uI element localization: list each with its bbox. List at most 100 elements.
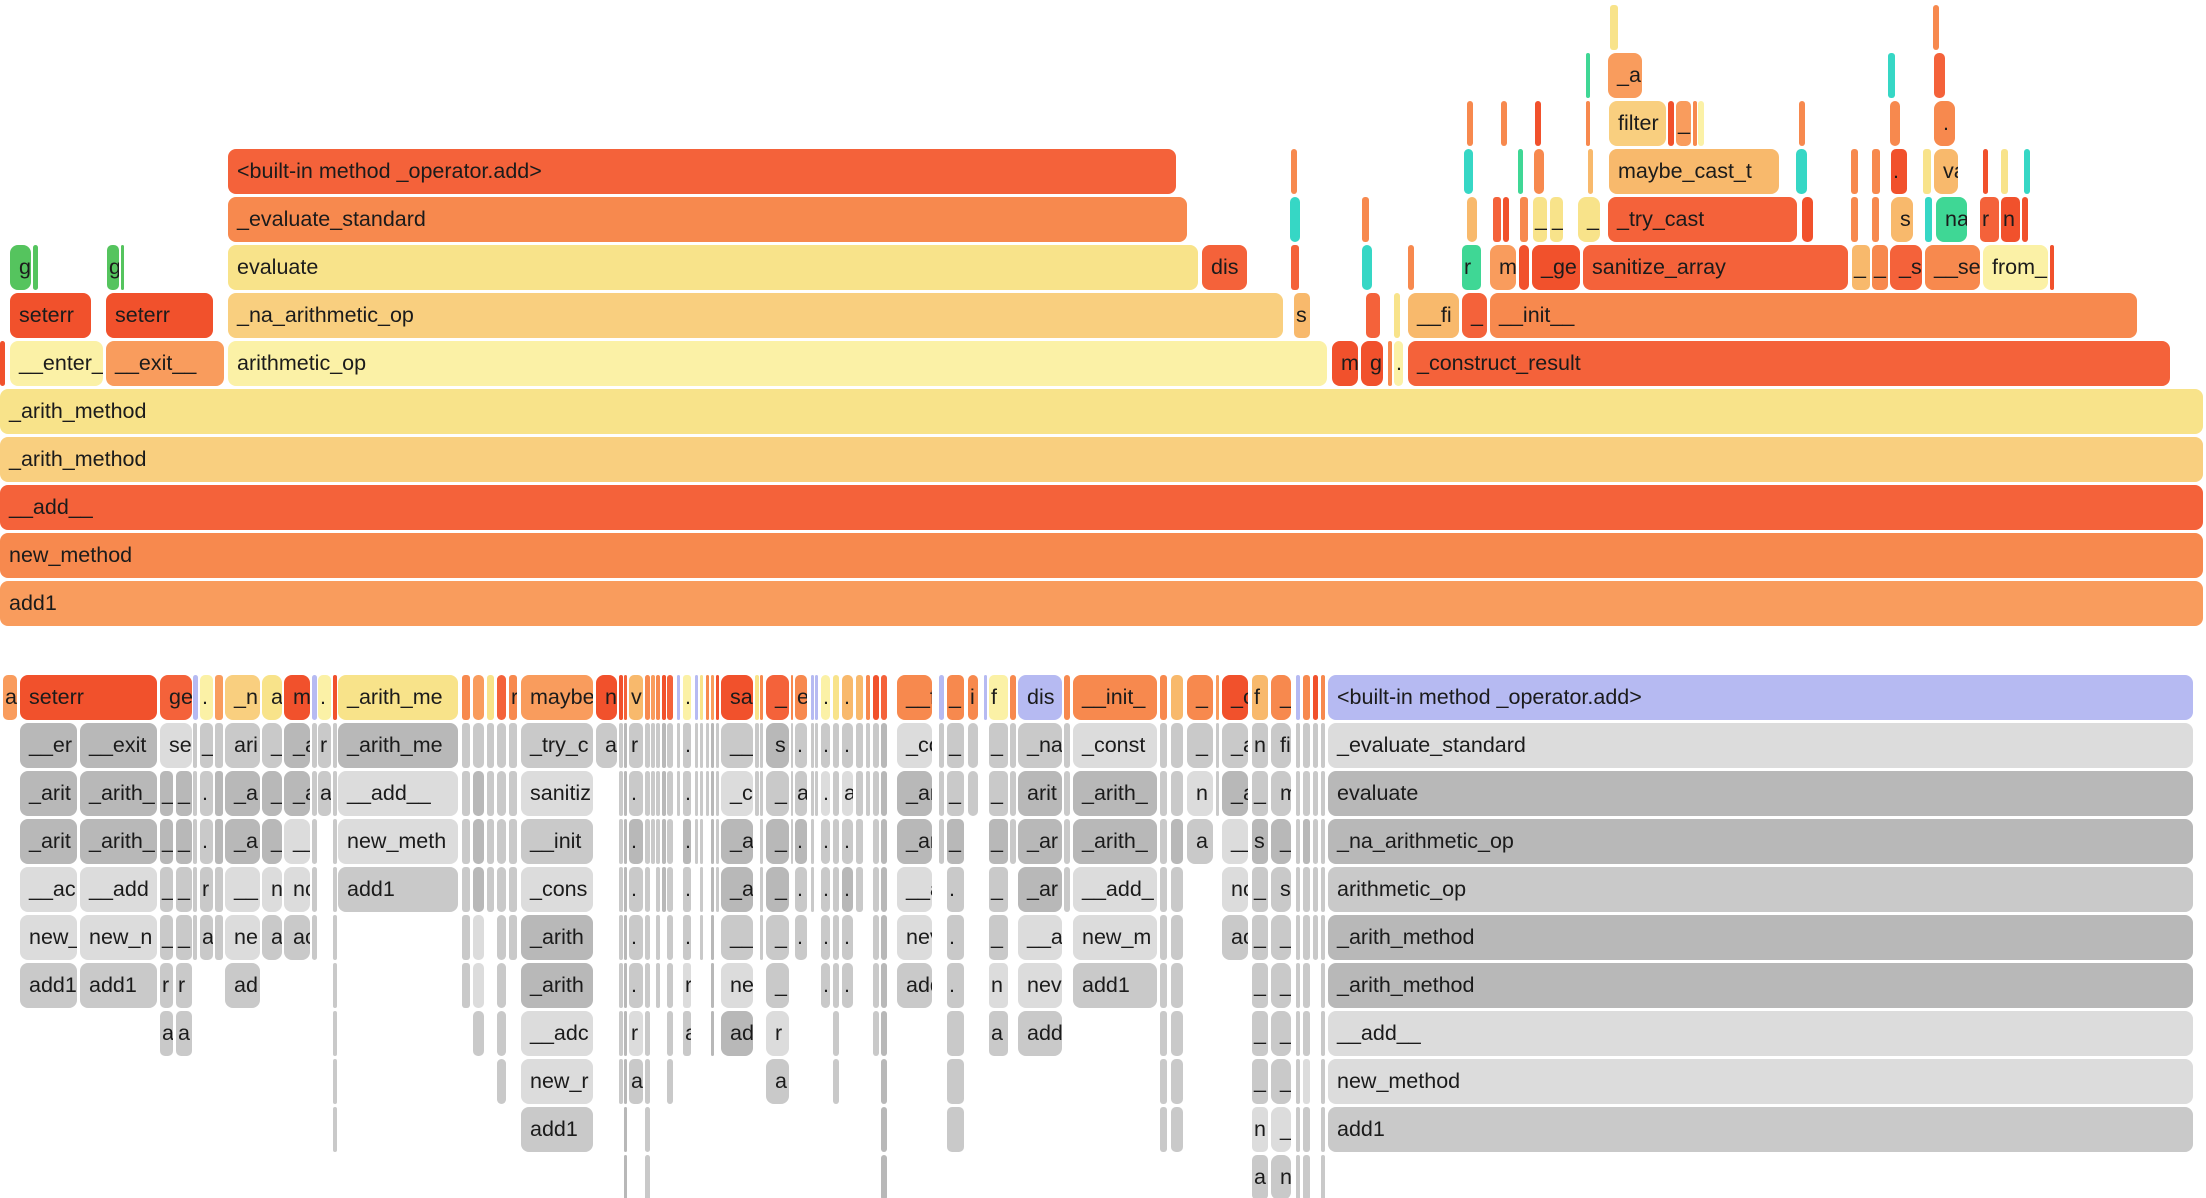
caller-frame-block[interactable] bbox=[624, 1059, 627, 1104]
caller-frame-block[interactable]: se bbox=[160, 723, 192, 768]
caller-frame-block[interactable]: a bbox=[596, 723, 617, 768]
leaf-frame-block[interactable] bbox=[619, 675, 623, 720]
caller-frame-block[interactable] bbox=[645, 1011, 650, 1056]
caller-frame-block[interactable]: . bbox=[795, 915, 807, 960]
caller-frame-block[interactable] bbox=[1303, 867, 1310, 912]
caller-frame-block[interactable] bbox=[662, 867, 666, 912]
caller-frame-block[interactable]: . bbox=[821, 963, 830, 1008]
caller-frame-block[interactable]: . bbox=[200, 771, 213, 816]
leaf-frame-block[interactable]: _ bbox=[1271, 675, 1291, 720]
caller-frame-block[interactable] bbox=[624, 963, 627, 1008]
leaf-frame-block[interactable]: . bbox=[318, 675, 331, 720]
caller-frame-block[interactable]: _const bbox=[1073, 723, 1157, 768]
caller-frame-block[interactable] bbox=[1313, 915, 1318, 960]
caller-frame-block[interactable] bbox=[1296, 1011, 1300, 1056]
caller-frame-block[interactable]: _ bbox=[766, 819, 789, 864]
frame-block[interactable] bbox=[1464, 149, 1473, 194]
caller-frame-block[interactable] bbox=[645, 723, 650, 768]
caller-frame-block[interactable] bbox=[1160, 1011, 1167, 1056]
caller-frame-block[interactable] bbox=[1313, 771, 1318, 816]
caller-frame-block[interactable] bbox=[833, 1011, 839, 1056]
frame-block[interactable]: _arith_method bbox=[0, 389, 2203, 434]
frame-block[interactable]: evaluate bbox=[228, 245, 1198, 290]
caller-frame-block[interactable]: _arith_ bbox=[80, 819, 157, 864]
caller-frame-block[interactable] bbox=[497, 963, 506, 1008]
caller-frame-block[interactable]: s bbox=[766, 723, 789, 768]
caller-frame-block[interactable]: . bbox=[842, 867, 853, 912]
frame-block[interactable] bbox=[1698, 101, 1704, 146]
caller-frame-block[interactable] bbox=[1321, 819, 1325, 864]
caller-frame-block[interactable] bbox=[1064, 867, 1070, 912]
caller-frame-block[interactable] bbox=[700, 723, 703, 768]
leaf-frame-block[interactable]: _n bbox=[225, 675, 260, 720]
caller-frame-block[interactable] bbox=[667, 819, 673, 864]
caller-frame-block[interactable]: _ bbox=[160, 771, 173, 816]
frame-block[interactable] bbox=[2050, 245, 2054, 290]
leaf-frame-block[interactable] bbox=[856, 675, 863, 720]
caller-frame-block[interactable]: . bbox=[842, 963, 853, 1008]
caller-frame-block[interactable]: _ bbox=[766, 963, 789, 1008]
leaf-frame-block[interactable]: e bbox=[795, 675, 807, 720]
frame-block[interactable]: add1 bbox=[0, 581, 2203, 626]
frame-block[interactable] bbox=[1535, 101, 1541, 146]
caller-frame-block[interactable] bbox=[645, 963, 650, 1008]
caller-frame-block[interactable] bbox=[833, 963, 839, 1008]
leaf-frame-block[interactable]: f bbox=[989, 675, 1008, 720]
caller-frame-block[interactable] bbox=[1296, 1155, 1300, 1198]
caller-frame-block[interactable] bbox=[487, 723, 494, 768]
caller-frame-block[interactable]: evaluate bbox=[1328, 771, 2193, 816]
caller-frame-block[interactable]: a bbox=[200, 915, 213, 960]
frame-block[interactable] bbox=[1366, 293, 1380, 338]
frame-block[interactable] bbox=[1933, 5, 1939, 50]
leaf-frame-block[interactable]: m bbox=[284, 675, 310, 720]
caller-frame-block[interactable] bbox=[497, 771, 506, 816]
caller-frame-block[interactable] bbox=[1303, 963, 1310, 1008]
caller-frame-block[interactable]: _ bbox=[947, 723, 964, 768]
leaf-frame-block[interactable]: _ bbox=[947, 675, 964, 720]
caller-frame-block[interactable]: a bbox=[1252, 1155, 1268, 1198]
leaf-frame-block[interactable] bbox=[487, 675, 494, 720]
frame-block[interactable]: m bbox=[1490, 245, 1516, 290]
frame-block[interactable]: va bbox=[1934, 149, 1958, 194]
leaf-frame-block[interactable]: _arith_me bbox=[338, 675, 458, 720]
caller-frame-block[interactable]: add1 bbox=[80, 963, 157, 1008]
frame-block[interactable]: _ bbox=[1462, 293, 1487, 338]
caller-frame-block[interactable] bbox=[473, 915, 484, 960]
caller-frame-block[interactable]: _arit bbox=[20, 771, 77, 816]
caller-frame-block[interactable]: . bbox=[795, 867, 807, 912]
caller-frame-block[interactable] bbox=[1010, 819, 1016, 864]
caller-frame-block[interactable] bbox=[473, 771, 484, 816]
caller-frame-block[interactable]: __ac bbox=[20, 867, 77, 912]
caller-frame-block[interactable]: _ bbox=[1252, 1011, 1268, 1056]
frame-block[interactable]: dis bbox=[1202, 245, 1247, 290]
caller-frame-block[interactable]: _ bbox=[1252, 867, 1268, 912]
selected-frame-block[interactable]: dis bbox=[1018, 675, 1062, 720]
caller-frame-block[interactable]: _a bbox=[1222, 723, 1248, 768]
caller-frame-block[interactable]: _arit bbox=[20, 819, 77, 864]
caller-frame-block[interactable]: . bbox=[683, 771, 691, 816]
caller-frame-block[interactable] bbox=[677, 771, 680, 816]
caller-frame-block[interactable] bbox=[333, 963, 337, 1008]
caller-frame-block[interactable]: _a bbox=[1222, 771, 1248, 816]
caller-frame-block[interactable] bbox=[619, 819, 623, 864]
caller-frame-block[interactable]: . bbox=[629, 915, 643, 960]
frame-block[interactable] bbox=[1362, 245, 1372, 290]
caller-frame-block[interactable] bbox=[1321, 1011, 1325, 1056]
caller-frame-block[interactable] bbox=[695, 771, 698, 816]
caller-frame-block[interactable] bbox=[873, 915, 879, 960]
caller-frame-block[interactable] bbox=[1160, 1059, 1167, 1104]
caller-frame-block[interactable] bbox=[662, 819, 666, 864]
caller-frame-block[interactable]: nev bbox=[1018, 963, 1062, 1008]
frame-block[interactable]: m bbox=[1332, 341, 1358, 386]
caller-frame-block[interactable]: _arith bbox=[521, 915, 593, 960]
frame-block[interactable]: _ bbox=[1676, 101, 1691, 146]
caller-frame-block[interactable] bbox=[312, 867, 317, 912]
caller-frame-block[interactable] bbox=[624, 915, 627, 960]
caller-frame-block[interactable]: . bbox=[683, 867, 691, 912]
leaf-frame-block[interactable] bbox=[716, 675, 719, 720]
leaf-frame-block[interactable] bbox=[497, 675, 506, 720]
caller-frame-block[interactable] bbox=[509, 771, 517, 816]
leaf-frame-block[interactable] bbox=[700, 675, 703, 720]
caller-frame-block[interactable]: _ bbox=[766, 867, 789, 912]
caller-frame-block[interactable] bbox=[1303, 819, 1310, 864]
